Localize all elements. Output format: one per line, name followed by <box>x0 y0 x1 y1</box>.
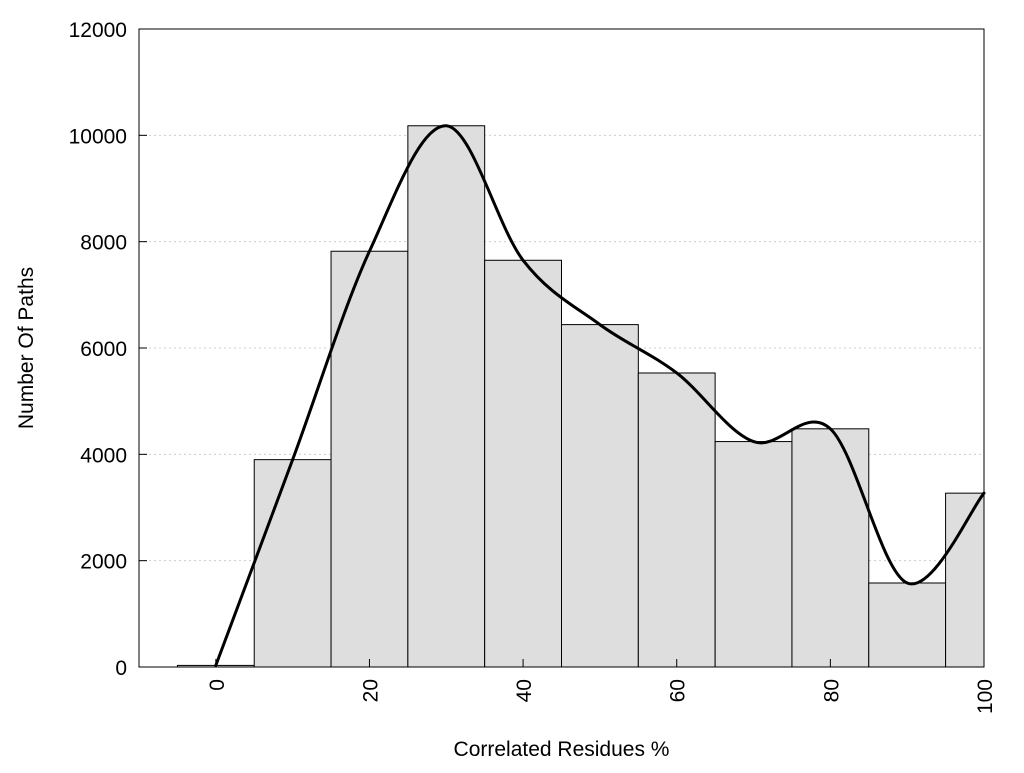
x-tick-label: 60 <box>667 679 690 702</box>
histogram-bar <box>561 324 639 668</box>
x-tick-label: 80 <box>820 679 843 702</box>
x-tick-label: 0 <box>206 679 229 691</box>
x-tick-label: 20 <box>359 679 382 702</box>
curve-line <box>214 124 986 667</box>
histogram-bar <box>791 428 870 668</box>
y-tick-label: 6000 <box>80 338 127 361</box>
y-tick-label: 8000 <box>80 232 127 255</box>
y-tick-label: 4000 <box>80 444 127 467</box>
histogram-bar <box>484 259 563 668</box>
y-axis-ticks: 0 2000 4000 6000 8000 10000 12000 <box>69 19 147 680</box>
histogram-bars <box>176 125 985 668</box>
y-tick-label: 12000 <box>69 19 127 42</box>
smooth-curve <box>214 124 986 667</box>
histogram-bar <box>714 441 793 668</box>
x-tick-label: 100 <box>974 679 997 714</box>
x-axis-label: Correlated Residues % <box>454 738 670 761</box>
histogram-bar <box>637 372 716 668</box>
y-tick-label: 2000 <box>80 551 127 574</box>
x-tick-label: 40 <box>513 679 536 702</box>
y-tick-label: 0 <box>115 657 127 680</box>
histogram-bar <box>253 459 332 668</box>
histogram-bar <box>945 492 985 668</box>
histogram-bar <box>868 582 947 668</box>
y-tick-label: 10000 <box>69 125 127 148</box>
histogram-bar <box>330 250 409 668</box>
histogram-bar <box>407 125 486 668</box>
y-axis-label: Number Of Paths <box>15 267 38 429</box>
x-axis-ticks: 0 20 40 60 80 100 <box>206 659 997 714</box>
